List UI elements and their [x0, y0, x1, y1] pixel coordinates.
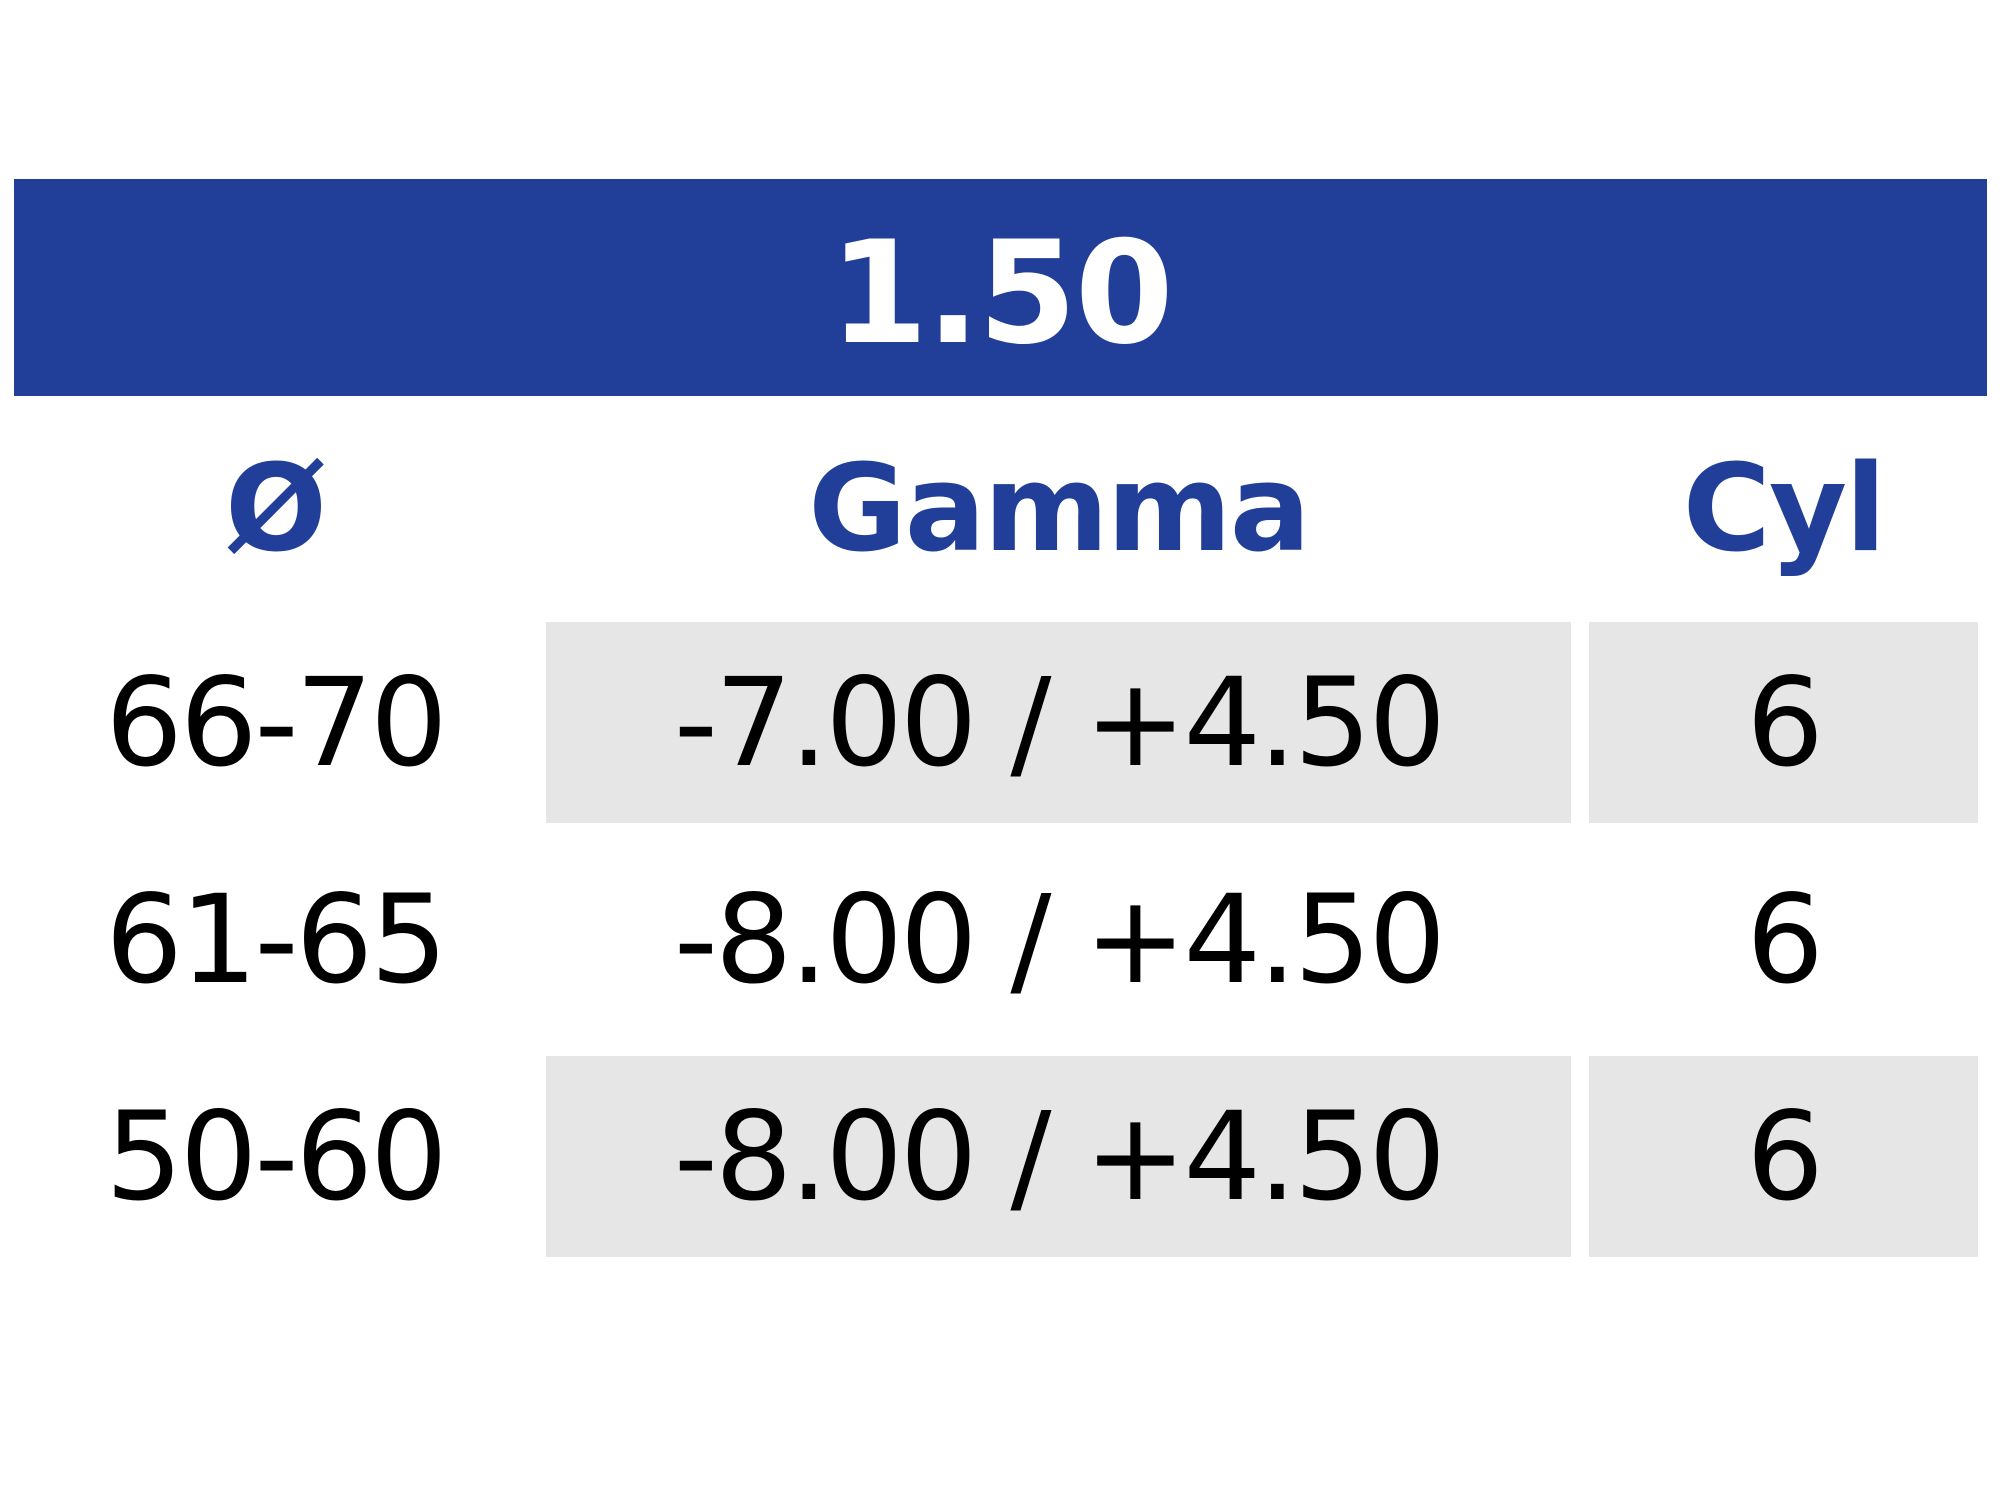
cell-cyl: 6 — [1746, 868, 1824, 1011]
column-header-gamma: Gamma — [808, 440, 1311, 579]
cell-cyl: 6 — [1589, 1056, 1978, 1257]
table-title: 1.50 — [829, 210, 1173, 376]
cell-diameter: 66-70 — [105, 651, 448, 794]
column-header-diameter: Ø — [224, 440, 327, 579]
cell-cyl: 6 — [1589, 622, 1978, 823]
cell-diameter: 50-60 — [105, 1085, 448, 1228]
title-bar: 1.50 — [14, 179, 1987, 396]
cell-diameter: 61-65 — [105, 868, 448, 1011]
cell-gamma: -7.00 / +4.50 — [546, 622, 1571, 823]
column-header-cyl: Cyl — [1682, 440, 1886, 579]
cell-gamma: -8.00 / +4.50 — [546, 1056, 1571, 1257]
cell-gamma: -8.00 / +4.50 — [673, 868, 1446, 1011]
